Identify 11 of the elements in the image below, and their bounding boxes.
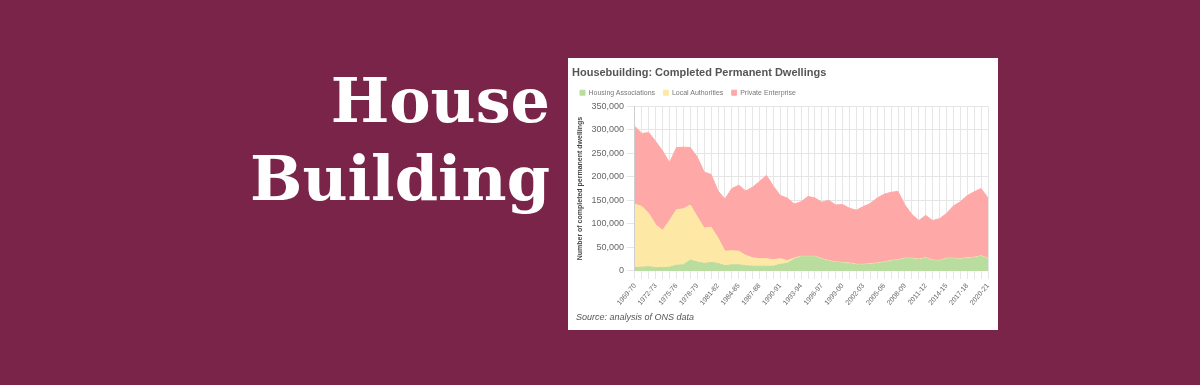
text: House Building <box>249 63 550 217</box>
y-tick-label: 350,000 <box>591 100 624 111</box>
y-tick-label: 150,000 <box>591 194 624 205</box>
y-tick-label: 0 <box>618 265 624 276</box>
y-tick-label: 100,000 <box>591 218 624 229</box>
y-tick-label: 200,000 <box>591 171 624 182</box>
source-note: Source: analysis of ONS data <box>576 312 695 322</box>
chart-title: Housebuilding: Completed Permanent Dwellings <box>572 65 827 78</box>
y-tick-label: 50,000 <box>596 241 624 252</box>
y-tick-label: 300,000 <box>591 124 624 135</box>
y-tick-label: 250,000 <box>591 147 624 158</box>
